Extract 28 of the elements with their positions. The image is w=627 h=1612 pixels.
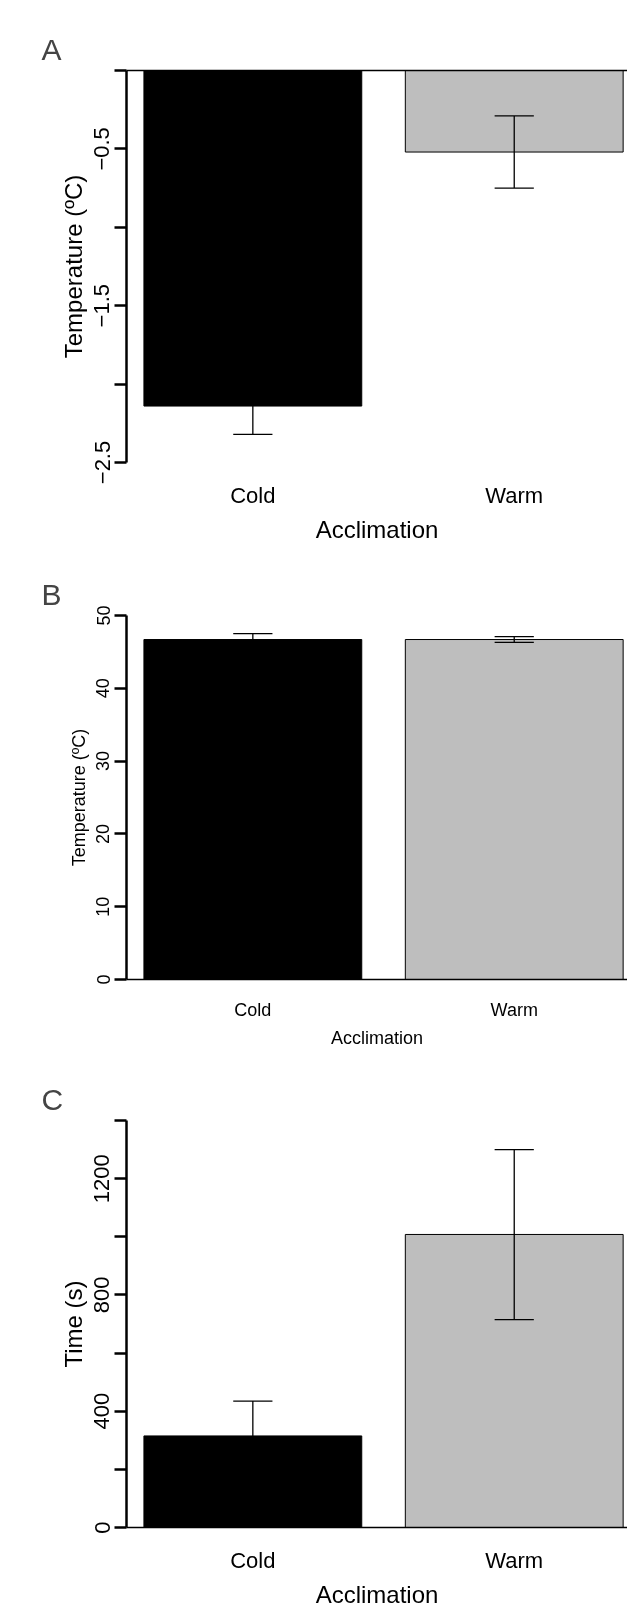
y-axis-title: Time (s)	[59, 1280, 87, 1368]
y-axis-title: Temperature (ºC)	[59, 174, 87, 359]
x-tick-label: Cold	[230, 1547, 276, 1573]
y-tick-label: 1200	[89, 1154, 115, 1204]
x-axis-title: Acclimation	[330, 1027, 424, 1048]
y-tick-label: −2.5	[89, 440, 115, 485]
x-tick-label: Warm	[485, 1547, 544, 1573]
y-tick-label: 50	[93, 605, 114, 626]
chart-title: A	[41, 32, 62, 66]
y-tick-label: −0.5	[89, 127, 115, 171]
y-tick-label: 0	[89, 1521, 115, 1534]
x-tick-label: Cold	[230, 482, 276, 508]
y-tick-label: 20	[93, 823, 114, 844]
x-tick-label: Warm	[490, 999, 538, 1020]
y-tick-label: −1.5	[89, 283, 115, 328]
y-tick-label: 30	[93, 751, 114, 772]
x-tick-label: Warm	[485, 482, 544, 508]
y-tick-label: 0	[93, 974, 114, 985]
y-tick-label: 400	[89, 1392, 115, 1430]
chart-title: B	[41, 577, 62, 611]
x-axis-title: Acclimation	[315, 1580, 439, 1608]
x-axis-title: Acclimation	[315, 515, 439, 543]
y-axis-title: Temperature (ºC)	[68, 728, 89, 867]
y-tick-label: 10	[93, 896, 114, 917]
y-tick-label: 800	[89, 1276, 115, 1314]
chart-title: C	[41, 1082, 64, 1116]
x-tick-label: Cold	[234, 999, 272, 1020]
y-tick-label: 40	[93, 678, 114, 699]
